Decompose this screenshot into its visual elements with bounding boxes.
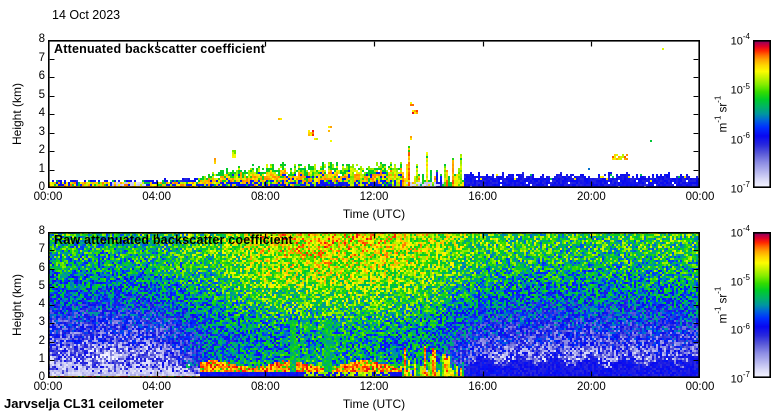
- y-tick-label: 2: [38, 144, 45, 156]
- x-tick-label: 04:00: [142, 381, 172, 393]
- footer-station-label: Jarvselja CL31 ceilometer: [4, 396, 164, 411]
- colorbar-tick-label: 10-6: [730, 321, 750, 337]
- x-tick-label: 08:00: [250, 381, 280, 393]
- colorbar-tick-label: 10-7: [730, 180, 750, 196]
- y-tick-label: 8: [38, 225, 45, 237]
- y-tick-label: 4: [38, 107, 45, 119]
- y-tick-label: 5: [38, 88, 45, 101]
- colorbar-tick-label: 10-7: [730, 370, 750, 386]
- colorbar-unit-label-bottom: m-1 sr-1: [713, 286, 730, 324]
- y-tick-label: 4: [38, 298, 45, 310]
- x-tick-label: 16:00: [468, 191, 498, 203]
- height-axis-label-top: Height (km): [10, 82, 24, 146]
- x-tick-label: 12:00: [359, 381, 389, 393]
- raw-heatmap-canvas: [48, 232, 700, 378]
- y-tick-label: 2: [38, 334, 45, 347]
- attenuated-panel-title: Attenuated backscatter coefficient: [54, 42, 266, 56]
- y-tick-label: 0: [38, 371, 45, 383]
- y-tick-label: 1: [38, 352, 45, 365]
- x-tick-label: 16:00: [468, 381, 498, 393]
- colorbar-tick-label: 10-5: [730, 272, 750, 289]
- y-tick-label: 6: [38, 261, 45, 274]
- colorbar-tick-label: 10-6: [730, 130, 750, 147]
- x-tick-label: 00:00: [685, 191, 715, 203]
- x-tick-label: 04:00: [142, 191, 172, 203]
- date-label: 14 Oct 2023: [52, 8, 121, 22]
- height-axis-label-bottom: Height (km): [10, 273, 24, 337]
- colorbar-unit-label-top: m-1 sr-1: [713, 95, 730, 133]
- colorbar-tick-label: 10-4: [730, 32, 750, 48]
- x-tick-label: 08:00: [250, 191, 280, 203]
- y-tick-label: 7: [38, 243, 45, 256]
- colorbar-tick-label: 10-5: [730, 81, 750, 97]
- raw-panel-title: Raw attenuated backscatter coefficient: [54, 233, 293, 247]
- colorbar-tick-label: 10-4: [730, 224, 750, 240]
- y-tick-label: 7: [38, 51, 45, 64]
- y-tick-label: 8: [38, 33, 45, 45]
- y-tick-label: 1: [38, 162, 45, 175]
- x-tick-label: 20:00: [576, 381, 606, 393]
- x-tick-label: 00:00: [33, 191, 63, 203]
- time-axis-label-bottom: Time (UTC): [342, 397, 406, 411]
- y-tick-label: 5: [38, 279, 45, 292]
- y-tick-label: 3: [38, 316, 45, 329]
- y-tick-label: 0: [38, 181, 45, 193]
- y-tick-label: 6: [38, 70, 45, 82]
- x-tick-label: 12:00: [359, 191, 389, 203]
- colorbar-top: [753, 40, 771, 188]
- time-axis-label-top: Time (UTC): [342, 207, 406, 221]
- colorbar-bottom: [753, 232, 771, 378]
- x-tick-label: 00:00: [33, 381, 63, 393]
- x-tick-label: 00:00: [685, 381, 715, 393]
- y-tick-label: 3: [38, 125, 45, 138]
- x-tick-label: 20:00: [576, 191, 606, 203]
- attenuated-heatmap-canvas: [48, 40, 700, 188]
